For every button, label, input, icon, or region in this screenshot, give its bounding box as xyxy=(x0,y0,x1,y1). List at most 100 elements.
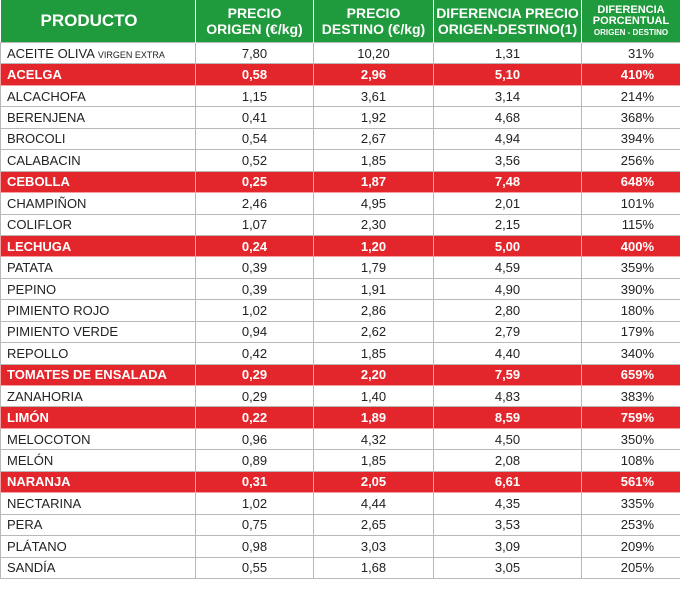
product-name: LIMÓN xyxy=(7,410,49,426)
value-cell: 2,96 xyxy=(313,63,434,86)
value-cell: 2,08 xyxy=(433,449,582,472)
product-cell: LECHUGA xyxy=(0,234,196,258)
value-cell: 101% xyxy=(581,192,680,215)
value-cell: 2,67 xyxy=(313,127,434,151)
value-cell: 31% xyxy=(581,41,680,65)
table-row: ZANAHORIA 0,29 1,40 4,83 383% xyxy=(0,384,680,408)
product-cell: NECTARINA xyxy=(0,492,196,515)
product-cell: MELÓN xyxy=(0,449,196,472)
value-cell: 2,20 xyxy=(313,363,434,387)
table-row: PIMIENTO ROJO 1,02 2,86 2,80 180% xyxy=(0,299,680,322)
value-cell: 1,89 xyxy=(313,406,434,429)
table-row: SANDÍA 0,55 1,68 3,05 205% xyxy=(0,556,680,579)
column-header: DIFERENCIA PORCENTUAL ORIGEN - DESTINO xyxy=(581,0,680,43)
product-name: CHAMPIÑON xyxy=(7,195,87,211)
product-cell: CALABACIN xyxy=(0,149,196,172)
product-cell: COLIFLOR xyxy=(0,213,196,236)
table-row: PERA 0,75 2,65 3,53 253% xyxy=(0,513,680,537)
value-cell: 1,91 xyxy=(313,277,434,301)
product-name: NARANJA xyxy=(7,474,71,490)
value-cell: 0,39 xyxy=(195,277,314,301)
value-cell: 0,58 xyxy=(195,63,314,86)
value-cell: 0,24 xyxy=(195,234,314,258)
value-cell: 0,98 xyxy=(195,535,314,558)
value-cell: 0,25 xyxy=(195,170,314,194)
value-cell: 400% xyxy=(581,234,680,258)
value-cell: 1,92 xyxy=(313,106,434,129)
table-row: MELÓN 0,89 1,85 2,08 108% xyxy=(0,449,680,472)
value-cell: 5,00 xyxy=(433,234,582,258)
value-cell: 1,85 xyxy=(313,342,434,365)
value-cell: 179% xyxy=(581,320,680,344)
product-cell: CEBOLLA xyxy=(0,170,196,194)
table-row: PATATA 0,39 1,79 4,59 359% xyxy=(0,256,680,279)
value-cell: 2,46 xyxy=(195,192,314,215)
product-cell: BERENJENA xyxy=(0,106,196,129)
value-cell: 3,53 xyxy=(433,513,582,537)
value-cell: 4,68 xyxy=(433,106,582,129)
value-cell: 1,31 xyxy=(433,41,582,65)
table-row: BROCOLI 0,54 2,67 4,94 394% xyxy=(0,127,680,151)
table-row: PLÁTANO 0,98 3,03 3,09 209% xyxy=(0,535,680,558)
value-cell: 4,83 xyxy=(433,384,582,408)
value-cell: 0,22 xyxy=(195,406,314,429)
table-row: NECTARINA 1,02 4,44 4,35 335% xyxy=(0,492,680,515)
table-row: NARANJA 0,31 2,05 6,61 561% xyxy=(0,470,680,494)
product-cell: PATATA xyxy=(0,256,196,279)
header-line: DESTINO (€/kg) xyxy=(321,21,426,37)
value-cell: 0,94 xyxy=(195,320,314,344)
header-line: ORIGEN-DESTINO(1) xyxy=(437,21,578,37)
column-header: PRECIO DESTINO (€/kg) xyxy=(313,0,434,43)
value-cell: 1,85 xyxy=(313,449,434,472)
value-cell: 4,50 xyxy=(433,427,582,451)
product-name: PLÁTANO xyxy=(7,538,67,554)
table-row: ACEITE OLIVA VIRGEN EXTRA 7,80 10,20 1,31 31… xyxy=(0,41,680,65)
value-cell: 394% xyxy=(581,127,680,151)
value-cell: 115% xyxy=(581,213,680,236)
table-row: TOMATES DE ENSALADA 0,29 2,20 7,59 659% xyxy=(0,363,680,387)
product-cell: LIMÓN xyxy=(0,406,196,429)
table-body: ACEITE OLIVA VIRGEN EXTRA 7,80 10,20 1,31 31… xyxy=(0,41,680,579)
table-row: BERENJENA 0,41 1,92 4,68 368% xyxy=(0,106,680,129)
value-cell: 1,02 xyxy=(195,299,314,322)
table-row: CEBOLLA 0,25 1,87 7,48 648% xyxy=(0,170,680,194)
product-cell: SANDÍA xyxy=(0,556,196,579)
value-cell: 3,56 xyxy=(433,149,582,172)
value-cell: 4,90 xyxy=(433,277,582,301)
product-cell: CHAMPIÑON xyxy=(0,192,196,215)
product-cell: TOMATES DE ENSALADA xyxy=(0,363,196,387)
table-row: PEPINO 0,39 1,91 4,90 390% xyxy=(0,277,680,301)
value-cell: 368% xyxy=(581,106,680,129)
value-cell: 6,61 xyxy=(433,470,582,494)
value-cell: 2,05 xyxy=(313,470,434,494)
table-row: ACELGA 0,58 2,96 5,10 410% xyxy=(0,63,680,86)
product-cell: ACELGA xyxy=(0,63,196,86)
table-row: LECHUGA 0,24 1,20 5,00 400% xyxy=(0,234,680,258)
value-cell: 0,96 xyxy=(195,427,314,451)
value-cell: 256% xyxy=(581,149,680,172)
value-cell: 2,62 xyxy=(313,320,434,344)
value-cell: 759% xyxy=(581,406,680,429)
value-cell: 4,40 xyxy=(433,342,582,365)
value-cell: 383% xyxy=(581,384,680,408)
value-cell: 2,15 xyxy=(433,213,582,236)
table-row: CHAMPIÑON 2,46 4,95 2,01 101% xyxy=(0,192,680,215)
value-cell: 3,61 xyxy=(313,84,434,108)
value-cell: 3,05 xyxy=(433,556,582,579)
product-cell: MELOCOTON xyxy=(0,427,196,451)
value-cell: 1,85 xyxy=(313,149,434,172)
table-row: ALCACHOFA 1,15 3,61 3,14 214% xyxy=(0,84,680,108)
column-header: PRODUCTO xyxy=(0,0,196,43)
header-line: PRODUCTO xyxy=(40,11,138,30)
product-name: SANDÍA xyxy=(7,560,56,576)
product-cell: PLÁTANO xyxy=(0,535,196,558)
value-cell: 659% xyxy=(581,363,680,387)
product-name: BROCOLI xyxy=(7,131,66,147)
product-name: ACELGA xyxy=(7,67,62,83)
value-cell: 5,10 xyxy=(433,63,582,86)
product-name: ZANAHORIA xyxy=(7,388,83,404)
product-name: PATATA xyxy=(7,260,53,276)
value-cell: 108% xyxy=(581,449,680,472)
product-name: ACEITE OLIVA xyxy=(7,45,95,61)
value-cell: 0,89 xyxy=(195,449,314,472)
